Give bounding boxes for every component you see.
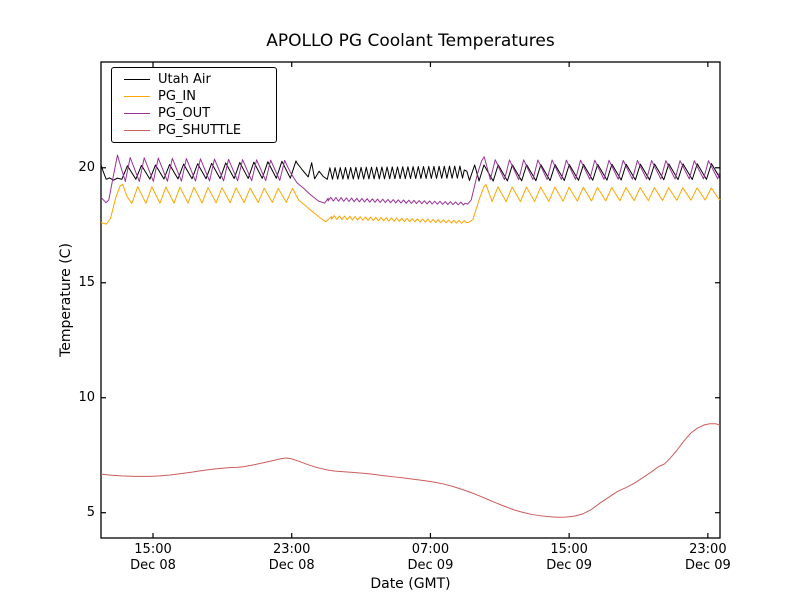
y-tick-label: 5: [86, 504, 95, 520]
line-utah-air: [100, 160, 721, 182]
legend-row-pg-out: PG_OUT: [124, 105, 272, 122]
line-pg-out: [100, 154, 721, 206]
y-axis-label: Temperature (C): [58, 243, 74, 357]
line-pg-shuttle: [100, 423, 721, 518]
x-tick-label: 15:00 Dec 09: [546, 542, 593, 573]
legend-line-swatch: [124, 95, 150, 98]
legend-row-utah-air: Utah Air: [124, 71, 272, 88]
legend-line-swatch: [124, 129, 150, 132]
legend-label: PG_SHUTTLE: [158, 123, 242, 138]
x-tick-label: 23:00 Dec 09: [684, 542, 731, 573]
legend: Utah Air PG_IN PG_OUT PG_SHUTTLE: [111, 67, 277, 143]
line-pg-in: [100, 183, 721, 225]
y-tick-label: 10: [78, 389, 95, 405]
legend-row-pg-shuttle: PG_SHUTTLE: [124, 122, 272, 139]
chart-title: APOLLO PG Coolant Temperatures: [266, 31, 555, 51]
x-axis-label: Date (GMT): [370, 576, 451, 592]
legend-label: Utah Air: [158, 72, 211, 87]
x-tick-label: 15:00 Dec 08: [130, 542, 176, 573]
x-tick-label: 07:00 Dec 09: [407, 542, 454, 573]
y-tick-label: 15: [78, 274, 95, 290]
y-tick-label: 20: [78, 159, 95, 175]
legend-line-swatch: [124, 78, 150, 81]
legend-label: PG_IN: [158, 89, 196, 104]
x-tick-label: 23:00 Dec 08: [268, 542, 315, 573]
legend-label: PG_OUT: [158, 106, 211, 121]
axes-frame: [100, 61, 721, 539]
legend-row-pg-in: PG_IN: [124, 88, 272, 105]
legend-line-swatch: [124, 112, 150, 115]
